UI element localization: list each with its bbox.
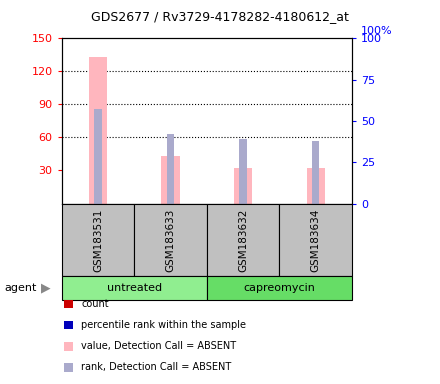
Bar (234, 168, 252, 204)
Text: GSM183634: GSM183634 (311, 208, 321, 272)
Text: GSM183633: GSM183633 (165, 208, 176, 272)
Text: percentile rank within the sample: percentile rank within the sample (81, 320, 246, 330)
Text: GSM183632: GSM183632 (238, 208, 248, 272)
Text: 100%: 100% (361, 26, 392, 36)
Bar (89, 57, 107, 204)
Text: untreated: untreated (106, 283, 162, 293)
Bar (167, 134, 174, 204)
Text: GSM183531: GSM183531 (93, 208, 103, 272)
Bar (307, 168, 325, 204)
Text: value, Detection Call = ABSENT: value, Detection Call = ABSENT (81, 341, 237, 351)
Bar (239, 139, 247, 204)
Text: agent: agent (4, 283, 37, 293)
Text: capreomycin: capreomycin (243, 283, 315, 293)
Text: count: count (81, 299, 109, 309)
Bar (161, 156, 180, 204)
Text: rank, Detection Call = ABSENT: rank, Detection Call = ABSENT (81, 362, 231, 372)
Bar (94, 109, 102, 204)
Text: ▶: ▶ (41, 281, 51, 295)
Bar (312, 141, 319, 204)
Text: GDS2677 / Rv3729-4178282-4180612_at: GDS2677 / Rv3729-4178282-4180612_at (91, 10, 349, 23)
